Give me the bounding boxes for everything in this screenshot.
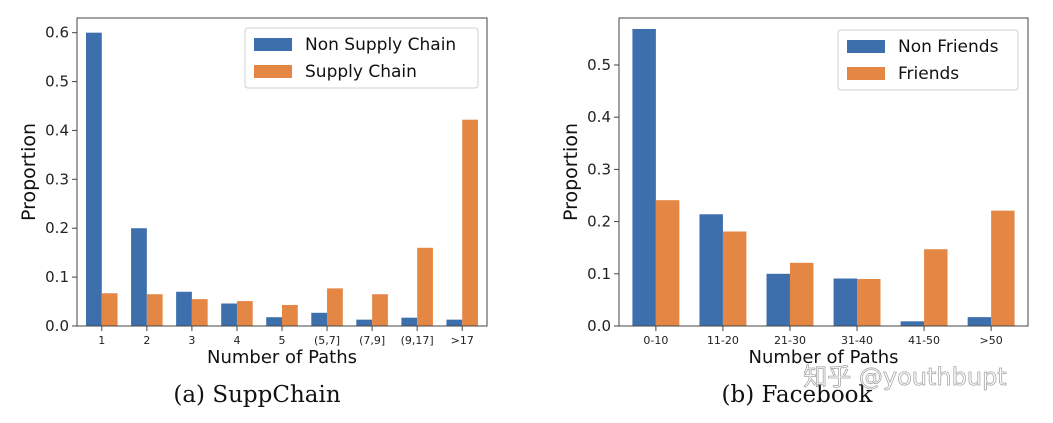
legend: Non Supply Chain Supply Chain (244, 27, 479, 89)
bar-non-supply-chain-2 (176, 291, 192, 326)
bar-non-supply-chain-5 (311, 312, 328, 326)
bar-non-friends-3 (833, 278, 858, 326)
watermark: 知乎 @youthbupt (803, 363, 1006, 391)
legend-swatch (254, 65, 292, 78)
x-axis-label: Number of Paths (748, 347, 898, 368)
bar-friends-0 (655, 200, 680, 326)
bar-supply-chain-3 (236, 301, 253, 326)
legend-entry: Friends (898, 64, 959, 84)
bar-non-friends-5 (967, 317, 992, 326)
x-tick-label: 11-20 (707, 334, 739, 347)
legend-entry: Non Supply Chain (305, 35, 456, 55)
bar-supply-chain-2 (191, 299, 208, 326)
legend-entry: Non Friends (898, 37, 999, 57)
legend: Non Friends Friends (837, 29, 1019, 91)
legend-swatch (847, 40, 885, 53)
figure-caption: (a) SuppChain (173, 382, 340, 408)
y-tick-label: 0.1 (45, 268, 69, 286)
bar-friends-4 (924, 249, 948, 326)
x-tick-label: 3 (188, 334, 195, 347)
bar-non-supply-chain-1 (131, 228, 147, 326)
y-tick-label: 0.4 (45, 121, 69, 139)
legend-box (244, 27, 479, 89)
bar-non-friends-2 (766, 273, 790, 326)
x-tick-label: 31-40 (841, 334, 873, 347)
y-tick-label: 0.2 (45, 219, 69, 237)
x-tick-label: 1 (98, 334, 105, 347)
legend-swatch (254, 38, 292, 51)
bar-friends-2 (789, 262, 814, 326)
y-tick-label: 0.0 (45, 317, 69, 335)
bar-supply-chain-5 (327, 288, 343, 326)
bar-non-friends-4 (900, 321, 925, 326)
bar-supply-chain-7 (417, 247, 433, 326)
bar-friends-1 (722, 231, 747, 326)
chart-facebook: 0.0 0.1 0.2 0.3 0.4 0.5 0-10 11-20 21-30 31-40 41-… (560, 17, 1029, 408)
legend-entry: Supply Chain (305, 62, 417, 82)
x-tick-label: 2 (143, 334, 150, 347)
bar-supply-chain-0 (101, 293, 118, 326)
x-tick-label: >50 (980, 334, 1003, 347)
x-tick-label: >17 (451, 334, 474, 347)
y-tick-label: 0.5 (45, 73, 69, 91)
bar-supply-chain-6 (372, 294, 388, 326)
bar-supply-chain-8 (462, 119, 478, 326)
x-tick-label: (9,17] (401, 334, 434, 347)
x-tick-label: 41-50 (908, 334, 940, 347)
bar-non-friends-1 (699, 214, 723, 326)
bar-non-supply-chain-4 (266, 317, 282, 326)
x-tick-label: (7,9] (359, 334, 385, 347)
bar-non-friends-0 (632, 28, 656, 327)
y-axis-label: Proportion (18, 123, 40, 221)
x-tick-label: 5 (279, 334, 286, 347)
x-tick-label: 21-30 (774, 334, 806, 347)
y-tick-label: 0.3 (587, 160, 611, 178)
x-tick-label: (5,7] (314, 334, 340, 347)
y-tick-label: 0.1 (587, 265, 611, 283)
bar-non-supply-chain-0 (86, 32, 102, 327)
x-axis-label: Number of Paths (207, 347, 357, 368)
y-axis-label: Proportion (560, 123, 582, 221)
plot-frame (618, 17, 1029, 327)
bar-non-supply-chain-8 (446, 319, 463, 326)
y-tick-label: 0.5 (587, 56, 611, 74)
y-tick-label: 0.0 (587, 317, 611, 335)
bar-non-supply-chain-3 (221, 303, 237, 326)
chart-suppchain: 0.0 0.1 0.2 0.3 0.4 0.5 0.6 1 2 3 4 5 (5,7] (7,9] (9,1… (18, 17, 488, 408)
legend-swatch (847, 67, 885, 80)
y-tick-label: 0.4 (587, 108, 611, 126)
y-tick-label: 0.6 (45, 24, 69, 42)
bar-supply-chain-1 (146, 294, 163, 326)
bar-friends-3 (857, 279, 881, 326)
y-tick-label: 0.3 (45, 170, 69, 188)
bar-non-supply-chain-7 (401, 317, 418, 326)
figure-caption: (b) Facebook (722, 382, 874, 408)
x-tick-label: 0-10 (643, 334, 668, 347)
y-tick-label: 0.2 (587, 213, 611, 231)
bar-friends-5 (991, 210, 1015, 326)
bar-non-supply-chain-6 (356, 319, 373, 326)
bar-supply-chain-4 (282, 304, 298, 326)
x-tick-label: 4 (233, 334, 240, 347)
